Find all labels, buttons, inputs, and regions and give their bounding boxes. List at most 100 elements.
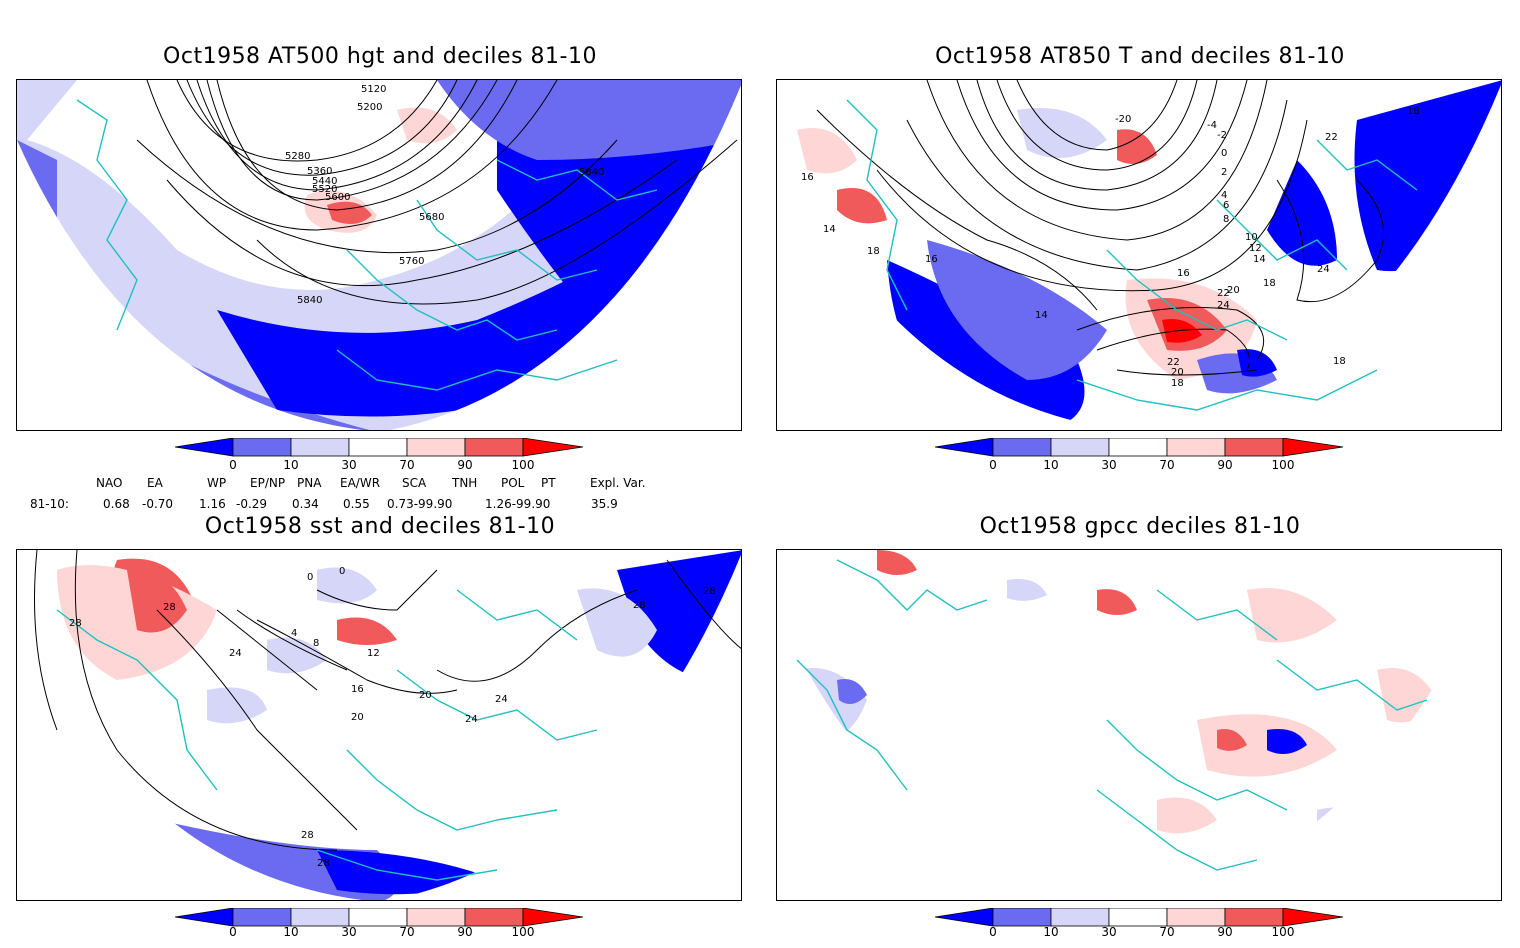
contour-label: 0: [339, 566, 345, 577]
contour-label: 5280: [285, 151, 310, 162]
panel-title-sst: Oct1958 sst and deciles 81-10: [204, 514, 556, 539]
map-sst: 0 0 28 24 28 4 8 12 16 20 24 20 24 28 28…: [16, 549, 742, 901]
colorbar-tick: 100: [511, 925, 535, 939]
contour-label: 5600: [325, 192, 350, 203]
colorbar-tick: 0: [229, 458, 237, 472]
contour-label: 5840: [297, 295, 322, 306]
contour-label: 5200: [357, 102, 382, 113]
map-t850: -20 -4 -2 0 2 4 6 8 10 12 14 16 18 20 22…: [776, 79, 1502, 431]
contour-label: 28: [633, 600, 646, 611]
contour-label: 24: [495, 694, 508, 705]
contour-label: -20: [1115, 114, 1131, 125]
contour-label: 22: [1217, 288, 1230, 299]
colorbar-tick: 100: [511, 458, 535, 472]
index-header: TNH: [452, 476, 478, 490]
colorbar-tick: 100: [1271, 925, 1295, 939]
contour-label: 12: [1249, 243, 1262, 254]
colorbar-tick: 70: [399, 458, 415, 472]
contour-label: 6: [1223, 200, 1229, 211]
index-header: SCA: [402, 476, 427, 490]
colorbar-tick: 10: [1043, 458, 1059, 472]
map-hgt500: 5120 5200 5280 5360 5440 5520 5600 5680 …: [16, 79, 742, 431]
contour-label: 22: [1167, 357, 1180, 368]
contour-label: 28: [69, 618, 82, 629]
contour-label: 5520: [312, 184, 337, 195]
colorbar-tick: 10: [283, 925, 299, 939]
colorbar-tick: 90: [457, 458, 473, 472]
contour-label: 18: [1333, 356, 1346, 367]
colorbar-tick: 90: [1217, 925, 1233, 939]
contour-label: 18: [1263, 278, 1276, 289]
contour-label: 16: [801, 172, 814, 183]
contour-label: 20: [1171, 367, 1184, 378]
contour-label: 10: [1245, 232, 1258, 243]
contour-label: 20: [1227, 285, 1240, 296]
index-header: EA: [147, 476, 163, 490]
colorbar-swatches: [175, 908, 584, 927]
contour-label: 4: [1221, 190, 1227, 201]
index-header: PT: [541, 476, 556, 490]
map-gpcc: [776, 549, 1502, 901]
index-header: EA/WR: [340, 476, 381, 490]
index-header: NAO: [96, 476, 123, 490]
contour-label: 24: [229, 648, 242, 659]
contour-label: 4: [291, 628, 297, 639]
contour-label: 5760: [399, 256, 424, 267]
contour-label: 16: [351, 684, 364, 695]
contour-label: -4: [1207, 120, 1217, 131]
index-header: POL: [501, 476, 525, 490]
colorbar-hgt500: 0 10 30 70 90 100: [175, 438, 595, 478]
contour-label: 8: [313, 638, 319, 649]
colorbar-tick: 30: [341, 925, 357, 939]
contour-label: 16: [1177, 268, 1190, 279]
contour-label: 18: [1407, 106, 1420, 117]
contour-label: 0: [1221, 148, 1227, 159]
contour-label: 12: [367, 648, 380, 659]
index-header: WP: [207, 476, 227, 490]
colorbar-tick: 90: [457, 925, 473, 939]
contour-label: 28: [317, 858, 330, 869]
colorbar-tick: 90: [1217, 458, 1233, 472]
colorbar-tick: 30: [341, 458, 357, 472]
colorbar-tick: 0: [989, 458, 997, 472]
contour-label: -2: [1217, 130, 1227, 141]
index-value: -0.29: [236, 497, 268, 511]
contour-label: 14: [823, 224, 836, 235]
index-header: PNA: [297, 476, 322, 490]
index-row-label: 81-10:: [30, 497, 69, 511]
contour-label: 20: [351, 712, 364, 723]
panel-title-hgt500: Oct1958 AT500 hgt and deciles 81-10: [163, 44, 597, 69]
contour-label: 5360: [307, 166, 332, 177]
colorbar-tick: 0: [989, 925, 997, 939]
index-value: 35.9: [591, 497, 618, 511]
index-value: 0.34: [292, 497, 319, 511]
colorbar-tick: 70: [399, 925, 415, 939]
colorbar-tick: 30: [1101, 925, 1117, 939]
panel-title-gpcc: Oct1958 gpcc deciles 81-10: [979, 514, 1301, 539]
index-header: EP/NP: [250, 476, 286, 490]
index-value: 0.55: [343, 497, 370, 511]
contour-label: 2: [1221, 167, 1227, 178]
contour-label: 24: [1217, 300, 1230, 311]
contour-label: 14: [1035, 310, 1048, 321]
contour-label: 18: [867, 246, 880, 257]
colorbar-swatches: [935, 908, 1344, 927]
contour-label: 24: [465, 714, 478, 725]
colorbar-tick: 70: [1159, 925, 1175, 939]
index-value: -0.70: [142, 497, 174, 511]
contour-label: 0: [307, 572, 313, 583]
contour-label: 8: [1223, 214, 1229, 225]
contour-label: 16: [925, 254, 938, 265]
colorbar-tick: 70: [1159, 458, 1175, 472]
contour-label: 28: [163, 602, 176, 613]
contour-label: 28: [703, 586, 716, 597]
contour-label: 5120: [361, 84, 386, 95]
index-value: 0.73-99.90: [387, 497, 453, 511]
colorbar-tick: 0: [229, 925, 237, 939]
colorbar-t850: 0 10 30 70 90 100: [935, 438, 1355, 478]
contour-label: 20: [419, 690, 432, 701]
colorbar-tick: 100: [1271, 458, 1295, 472]
contour-label: 24: [1317, 264, 1330, 275]
colorbar-tick: 30: [1101, 458, 1117, 472]
colorbar-gpcc: 0 10 30 70 90 100: [935, 908, 1355, 948]
